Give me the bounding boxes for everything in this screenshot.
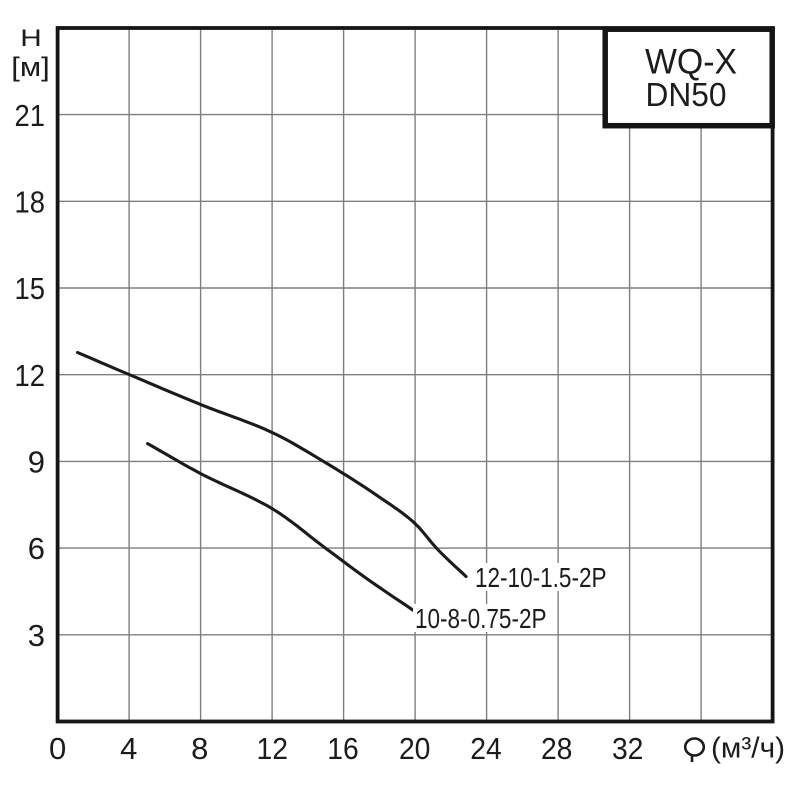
svg-text:DN50: DN50 — [646, 76, 727, 113]
svg-text:4: 4 — [120, 731, 137, 766]
svg-text:[м]: [м] — [11, 52, 50, 82]
svg-text:15: 15 — [15, 271, 46, 306]
svg-text:H: H — [20, 25, 42, 52]
svg-text:10-8-0.75-2P: 10-8-0.75-2P — [415, 603, 547, 634]
svg-text:3: 3 — [28, 618, 45, 653]
svg-text:20: 20 — [399, 731, 431, 766]
svg-text:8: 8 — [191, 731, 208, 766]
svg-text:32: 32 — [612, 731, 644, 766]
svg-text:12: 12 — [15, 358, 46, 393]
svg-text:12: 12 — [257, 731, 289, 766]
svg-text:(м³/ч): (м³/ч) — [711, 733, 785, 765]
svg-text:16: 16 — [327, 731, 359, 766]
svg-text:6: 6 — [28, 531, 45, 566]
svg-text:24: 24 — [470, 731, 502, 766]
svg-text:21: 21 — [15, 98, 46, 133]
svg-text:0: 0 — [49, 731, 66, 766]
svg-text:9: 9 — [28, 445, 45, 480]
svg-text:12-10-1.5-2P: 12-10-1.5-2P — [475, 562, 607, 593]
svg-text:18: 18 — [15, 185, 46, 220]
svg-text:28: 28 — [541, 731, 573, 766]
svg-text:WQ-X: WQ-X — [645, 43, 737, 82]
